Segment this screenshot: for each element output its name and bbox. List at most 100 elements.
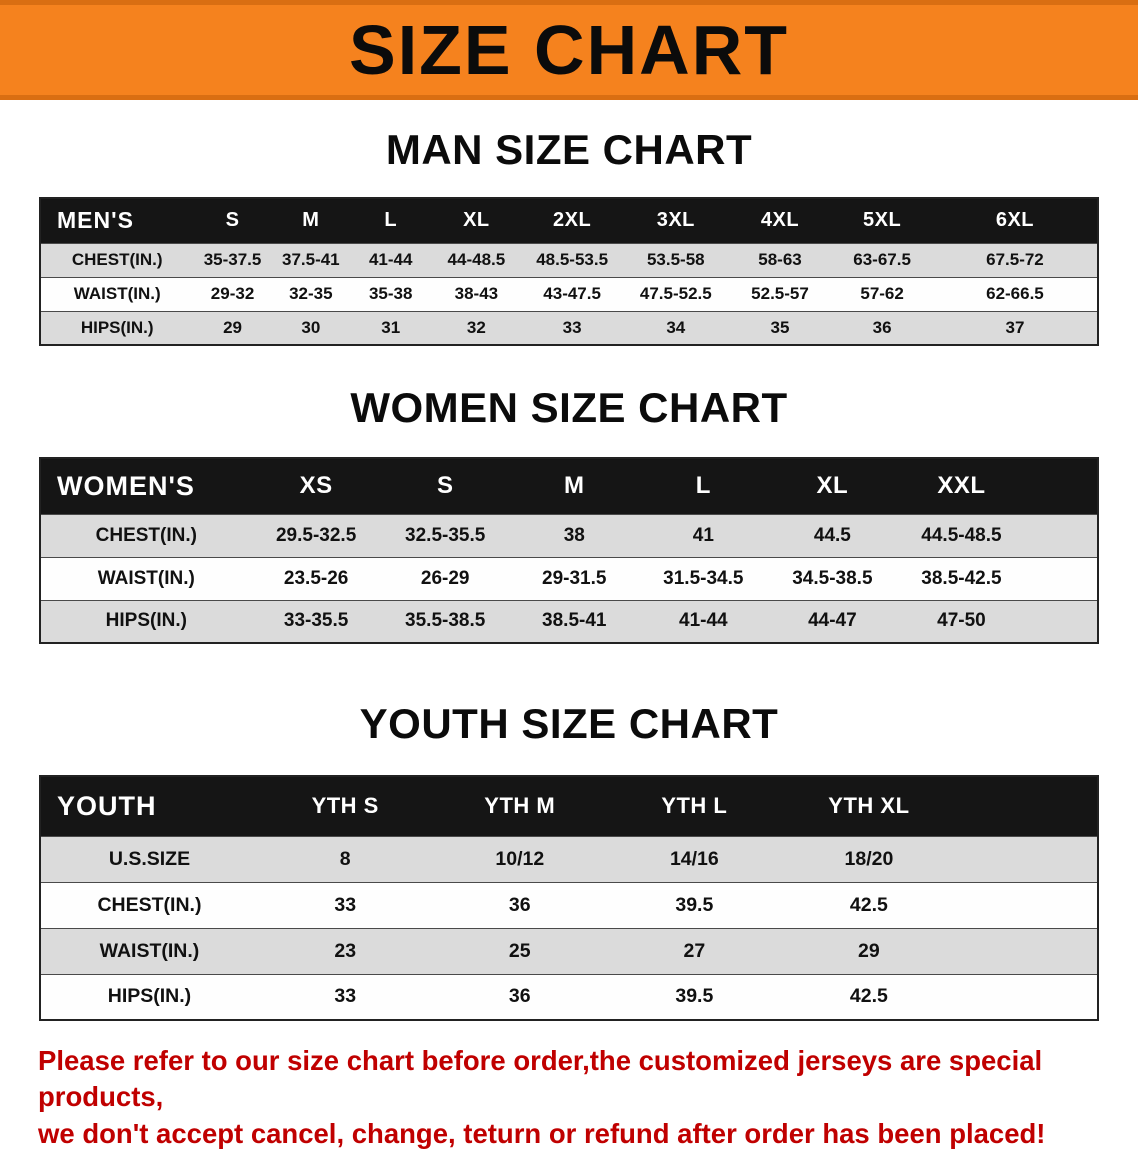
youth-ussize-value: 10/12 <box>495 847 545 870</box>
women-hips-value: 47-50 <box>937 610 986 632</box>
men-chest-value: 67.5-72 <box>986 250 1044 270</box>
youth-chest-value: 33 <box>334 893 357 916</box>
youth-waist-row: WAIST(IN.) 23 25 27 29 <box>40 928 1098 975</box>
women-size-header: XXL <box>937 472 986 500</box>
men-hips-row: HIPS(IN.) 29 30 31 32 33 34 35 36 37 <box>40 311 1098 346</box>
women-chest-value: 41 <box>692 524 714 546</box>
filler-cell <box>1026 458 1098 514</box>
size-chart-banner: SIZE CHART <box>0 0 1138 100</box>
women-chest-value: 29.5-32.5 <box>275 524 357 546</box>
women-chest-value: 44.5 <box>813 524 851 546</box>
men-section: MAN SIZE CHART MEN'S S M L XL 2XL 3XL 4X… <box>0 126 1138 347</box>
men-waist-value: 57-62 <box>860 284 904 304</box>
men-size-header: 3XL <box>656 209 695 232</box>
men-hips-value: 35 <box>770 317 790 337</box>
youth-size-header: YTH L <box>661 793 728 819</box>
disclaimer-line-2: we don't accept cancel, change, teturn o… <box>38 1117 1046 1149</box>
women-waist-value: 29-31.5 <box>542 567 607 589</box>
men-chest-value: 53.5-58 <box>646 250 705 270</box>
youth-chest-value: 36 <box>508 893 531 916</box>
women-hips-value: 44-47 <box>808 610 857 632</box>
men-section-heading: MAN SIZE CHART <box>385 126 753 173</box>
youth-waist-value: 23 <box>334 939 357 962</box>
youth-waist-value: 27 <box>683 939 706 962</box>
youth-ussize-value: 14/16 <box>669 847 719 870</box>
row-label-chest: CHEST(IN.) <box>71 250 163 270</box>
women-size-table: WOMEN'S XS S M L XL XXL CHEST(IN.) 29.5-… <box>39 457 1099 645</box>
men-size-header: L <box>384 209 398 232</box>
youth-ussize-value: 8 <box>339 847 351 870</box>
men-hips-value: 33 <box>562 317 582 337</box>
youth-hips-value: 36 <box>508 985 531 1008</box>
women-size-header: M <box>564 472 585 500</box>
women-waist-value: 31.5-34.5 <box>663 567 744 589</box>
men-corner-label: MEN'S <box>57 207 134 234</box>
filler-cell <box>1026 600 1098 643</box>
women-size-header: L <box>695 472 711 500</box>
men-chest-value: 37.5-41 <box>281 250 340 270</box>
men-waist-value: 32-35 <box>289 284 333 304</box>
men-waist-row: WAIST(IN.) 29-32 32-35 35-38 38-43 43-47… <box>40 277 1098 312</box>
page-title: SIZE CHART <box>349 11 789 89</box>
row-label-chest: CHEST(IN.) <box>97 893 202 916</box>
men-size-header: M <box>302 209 320 232</box>
women-waist-value: 34.5-38.5 <box>792 567 873 589</box>
youth-waist-value: 25 <box>508 939 531 962</box>
men-chest-row: CHEST(IN.) 35-37.5 37.5-41 41-44 44-48.5… <box>40 243 1098 278</box>
youth-waist-value: 29 <box>858 939 880 962</box>
youth-ussize-row: U.S.SIZE 8 10/12 14/16 18/20 <box>40 836 1098 883</box>
men-chest-value: 41-44 <box>368 250 413 270</box>
men-header-row: MEN'S S M L XL 2XL 3XL 4XL 5XL 6XL <box>40 198 1098 244</box>
men-waist-value: 29-32 <box>210 284 255 304</box>
row-label-waist: WAIST(IN.) <box>73 284 161 304</box>
filler-cell <box>956 974 1098 1020</box>
disclaimer-line-1: Please refer to our size chart before or… <box>38 1045 1043 1113</box>
women-size-header: XS <box>299 472 333 500</box>
youth-hips-value: 42.5 <box>849 985 888 1008</box>
youth-hips-value: 39.5 <box>675 985 714 1008</box>
women-size-header: S <box>436 472 454 500</box>
women-hips-value: 33-35.5 <box>283 610 349 632</box>
men-hips-value: 37 <box>1005 317 1025 337</box>
women-waist-value: 38.5-42.5 <box>921 567 1002 589</box>
men-size-header: S <box>225 209 240 232</box>
row-label-chest: CHEST(IN.) <box>95 524 197 546</box>
row-label-ussize: U.S.SIZE <box>108 847 191 870</box>
men-waist-value: 52.5-57 <box>751 284 809 304</box>
youth-ussize-value: 18/20 <box>844 847 894 870</box>
row-label-hips: HIPS(IN.) <box>80 317 154 337</box>
men-waist-value: 43-47.5 <box>543 284 601 304</box>
women-hips-row: HIPS(IN.) 33-35.5 35.5-38.5 38.5-41 41-4… <box>40 600 1098 644</box>
men-chest-value: 63-67.5 <box>853 250 911 270</box>
youth-hips-row: HIPS(IN.) 33 36 39.5 42.5 <box>40 974 1098 1021</box>
men-size-header: XL <box>463 209 490 232</box>
youth-chest-row: CHEST(IN.) 33 36 39.5 42.5 <box>40 882 1098 929</box>
men-hips-value: 36 <box>872 317 892 337</box>
youth-size-header: YTH S <box>311 793 379 819</box>
men-size-header: 6XL <box>995 209 1035 232</box>
filler-cell <box>1026 557 1098 600</box>
women-chest-value: 38 <box>563 524 585 546</box>
men-hips-value: 32 <box>466 317 486 337</box>
men-chest-value: 48.5-53.5 <box>536 250 609 270</box>
women-waist-row: WAIST(IN.) 23.5-26 26-29 29-31.5 31.5-34… <box>40 557 1098 601</box>
youth-section-heading: YOUTH SIZE CHART <box>359 700 779 748</box>
women-hips-value: 35.5-38.5 <box>405 610 486 632</box>
men-waist-value: 35-38 <box>368 284 413 304</box>
women-corner-label: WOMEN'S <box>57 470 195 501</box>
size-chart-content: MAN SIZE CHART MEN'S S M L XL 2XL 3XL 4X… <box>0 126 1138 1022</box>
men-size-header: 5XL <box>863 209 902 232</box>
men-size-table: MEN'S S M L XL 2XL 3XL 4XL 5XL 6XL CHEST… <box>39 197 1099 347</box>
row-label-hips: HIPS(IN.) <box>105 610 187 632</box>
youth-size-table: YOUTH YTH S YTH M YTH L YTH XL U.S.SIZE … <box>39 775 1099 1022</box>
youth-chest-value: 42.5 <box>849 893 888 916</box>
women-size-header: XL <box>816 472 849 500</box>
women-waist-value: 23.5-26 <box>283 567 349 589</box>
men-size-header: 4XL <box>760 209 800 232</box>
women-chest-row: CHEST(IN.) 29.5-32.5 32.5-35.5 38 41 44.… <box>40 514 1098 558</box>
men-waist-value: 62-66.5 <box>986 284 1044 304</box>
women-waist-value: 26-29 <box>420 567 470 589</box>
row-label-waist: WAIST(IN.) <box>97 567 195 589</box>
youth-chest-value: 39.5 <box>675 893 714 916</box>
men-size-header: 2XL <box>553 209 592 232</box>
